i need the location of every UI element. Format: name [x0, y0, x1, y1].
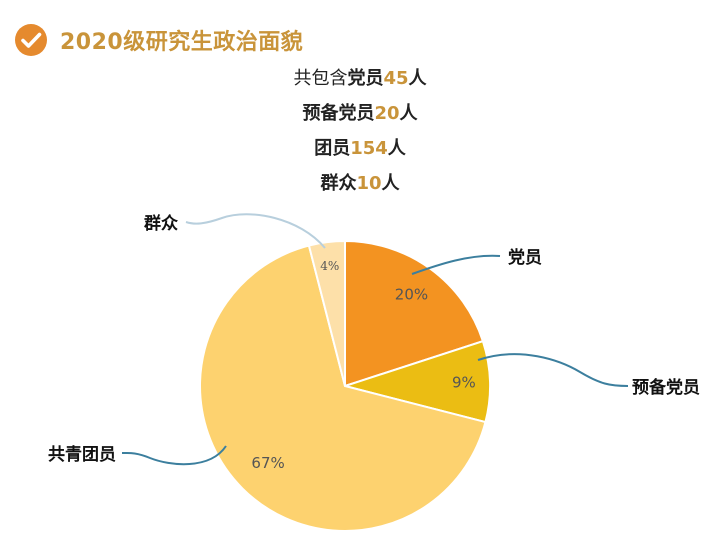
summary-label: 预备党员 [302, 103, 375, 124]
category-label-masses: 群众 [144, 213, 179, 234]
summary-unit: 人 [381, 173, 400, 194]
summary-unit: 人 [387, 138, 406, 159]
pie-percent-label: 4% [320, 259, 339, 273]
pie-percent-label: 9% [452, 373, 476, 391]
check-circle-icon [15, 24, 47, 56]
summary-unit: 人 [408, 68, 427, 89]
leader-line-party-member [411, 254, 501, 275]
summary-unit: 人 [399, 103, 418, 124]
leader-line-probationary-member [477, 353, 629, 387]
summary-label: 团员 [314, 138, 351, 159]
summary-line-probationary-members: 预备党员20人 [200, 99, 520, 134]
category-label-probationary-member: 预备党员 [632, 377, 700, 398]
summary-count: 10 [356, 173, 382, 194]
summary-line-party-members: 共包含党员45人 [200, 64, 520, 99]
pie-percent-label: 20% [395, 286, 428, 304]
leader-line-league-member [121, 445, 227, 466]
summary-prefix: 共包含 [293, 68, 348, 89]
summary-block: 共包含党员45人 预备党员20人 团员154人 群众10人 [200, 64, 520, 204]
summary-count: 45 [383, 68, 409, 89]
summary-line-masses: 群众10人 [200, 169, 520, 204]
summary-label: 党员 [347, 68, 384, 89]
header: 2020级研究生政治面貌 [14, 20, 303, 60]
category-label-party-member: 党员 [508, 247, 542, 268]
page-title: 2020级研究生政治面貌 [60, 30, 304, 55]
category-label-league-member: 共青团员 [48, 444, 116, 465]
pie-slice-probationary-member [341, 339, 491, 424]
summary-count: 20 [374, 103, 400, 124]
summary-label: 群众 [320, 173, 357, 194]
pie-slice-masses [307, 239, 346, 387]
summary-line-league-members: 团员154人 [200, 134, 520, 169]
leader-line-masses [185, 213, 326, 249]
pie-slice-league-member [199, 244, 487, 532]
summary-count: 154 [350, 138, 388, 159]
pie-percent-label: 67% [251, 454, 284, 472]
